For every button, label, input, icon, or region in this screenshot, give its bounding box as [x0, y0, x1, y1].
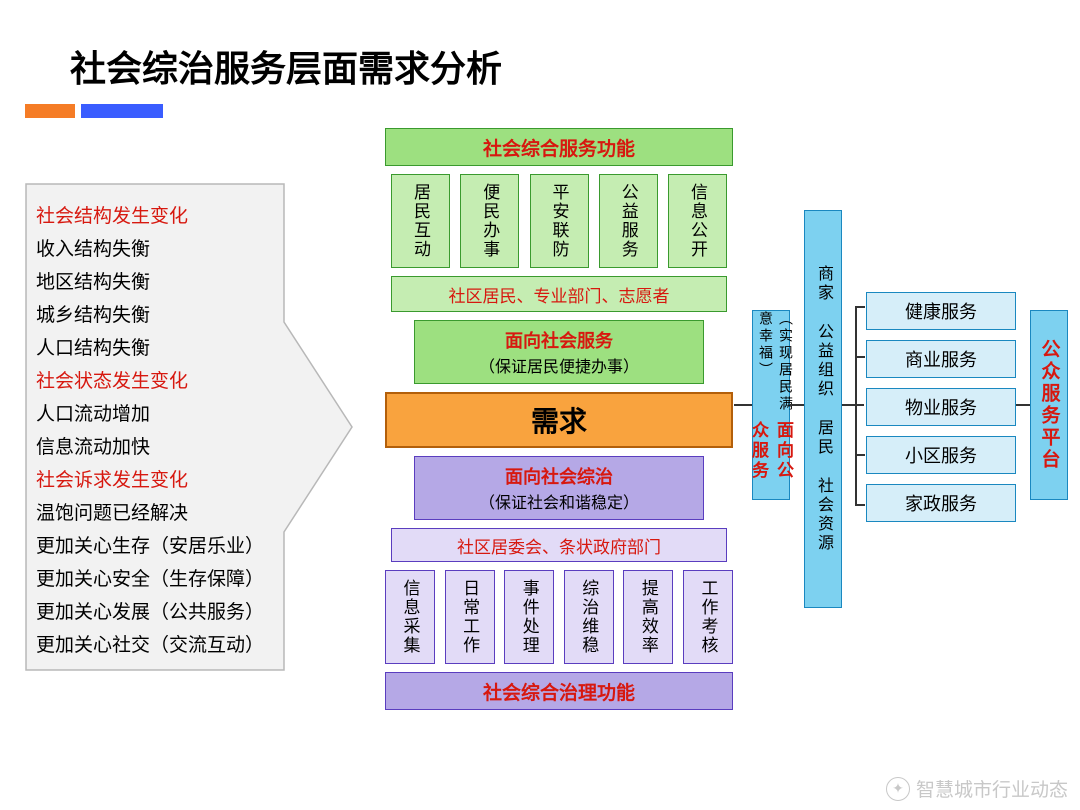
left-item: 地区结构失衡	[36, 266, 288, 299]
left-item: 温饱问题已经解决	[36, 497, 288, 530]
left-arrow-block: 社会结构发生变化收入结构失衡地区结构失衡城乡结构失衡人口结构失衡社会状态发生变化…	[24, 182, 354, 672]
bottom-item: 事件处理	[504, 570, 554, 664]
bottom-header: 社会综合治理功能	[385, 672, 733, 710]
connector	[734, 404, 752, 406]
left-item: 更加关心安全（生存保障）	[36, 563, 288, 596]
left-item: 更加关心发展（公共服务）	[36, 596, 288, 629]
v1-line1: 面向公众服务	[746, 421, 796, 499]
center-column: 社会综合服务功能 居民互动便民办事平安联防公益服务信息公开 社区居民、专业部门、…	[385, 128, 733, 710]
watermark: ✦ 智慧城市行业动态	[886, 775, 1068, 802]
left-item: 人口结构失衡	[36, 332, 288, 365]
gov-actors: 社区居委会、条状政府部门	[391, 528, 727, 562]
left-item: 信息流动加快	[36, 431, 288, 464]
connector	[855, 356, 865, 358]
connector	[855, 454, 865, 456]
connector	[855, 306, 857, 506]
gov-line1: 面向社会综治	[415, 463, 703, 489]
bottom-item: 综治维稳	[564, 570, 614, 664]
public-service-label: （实现居民满意幸福） 面向公众服务	[752, 310, 790, 500]
left-item: 更加关心生存（安居乐业）	[36, 530, 288, 563]
left-item: 城乡结构失衡	[36, 299, 288, 332]
left-item: 社会状态发生变化	[36, 365, 288, 398]
bottom-items-row: 信息采集日常工作事件处理综治维稳提高效率工作考核	[385, 570, 733, 664]
bottom-item: 信息采集	[385, 570, 435, 664]
left-item: 社会结构发生变化	[36, 200, 288, 233]
accent-orange	[25, 104, 75, 118]
accent-bars	[25, 104, 163, 118]
left-item: 人口流动增加	[36, 398, 288, 431]
top-header: 社会综合服务功能	[385, 128, 733, 166]
left-item: 社会诉求发生变化	[36, 464, 288, 497]
v1-line2: （实现居民满意幸福）	[746, 311, 796, 421]
top-item: 便民办事	[460, 174, 519, 268]
service-line1: 面向社会服务	[415, 327, 703, 353]
connector	[842, 404, 864, 406]
connector	[855, 504, 865, 506]
bottom-item: 提高效率	[623, 570, 673, 664]
right-service-item: 物业服务	[866, 388, 1016, 426]
top-items-row: 居民互动便民办事平安联防公益服务信息公开	[391, 174, 727, 268]
platform-label: 公众服务平台	[1030, 310, 1068, 500]
accent-blue	[81, 104, 163, 118]
top-item: 居民互动	[391, 174, 450, 268]
service-box: 面向社会服务 （保证居民便捷办事）	[414, 320, 704, 384]
resources-label: 商家 公益组织 居民 社会资源	[804, 210, 842, 608]
top-actors: 社区居民、专业部门、志愿者	[391, 276, 727, 312]
wechat-icon: ✦	[886, 777, 910, 801]
governance-box: 面向社会综治 （保证社会和谐稳定）	[414, 456, 704, 520]
top-item: 公益服务	[599, 174, 658, 268]
left-item: 收入结构失衡	[36, 233, 288, 266]
service-line2: （保证居民便捷办事）	[415, 353, 703, 377]
top-item: 信息公开	[668, 174, 727, 268]
bottom-item: 工作考核	[683, 570, 733, 664]
gov-line2: （保证社会和谐稳定）	[415, 489, 703, 513]
connector	[790, 404, 804, 406]
left-list: 社会结构发生变化收入结构失衡地区结构失衡城乡结构失衡人口结构失衡社会状态发生变化…	[36, 200, 288, 662]
right-service-item: 小区服务	[866, 436, 1016, 474]
connector	[1016, 404, 1030, 406]
left-item: 更加关心社交（交流互动）	[36, 629, 288, 662]
connector	[855, 306, 865, 308]
page-title: 社会综治服务层面需求分析	[70, 40, 502, 92]
top-item: 平安联防	[530, 174, 589, 268]
right-service-item: 家政服务	[866, 484, 1016, 522]
right-service-item: 健康服务	[866, 292, 1016, 330]
bottom-item: 日常工作	[445, 570, 495, 664]
watermark-text: 智慧城市行业动态	[916, 775, 1068, 802]
right-service-item: 商业服务	[866, 340, 1016, 378]
demand-box: 需求	[385, 392, 733, 448]
right-services-list: 健康服务商业服务物业服务小区服务家政服务	[866, 292, 1016, 532]
